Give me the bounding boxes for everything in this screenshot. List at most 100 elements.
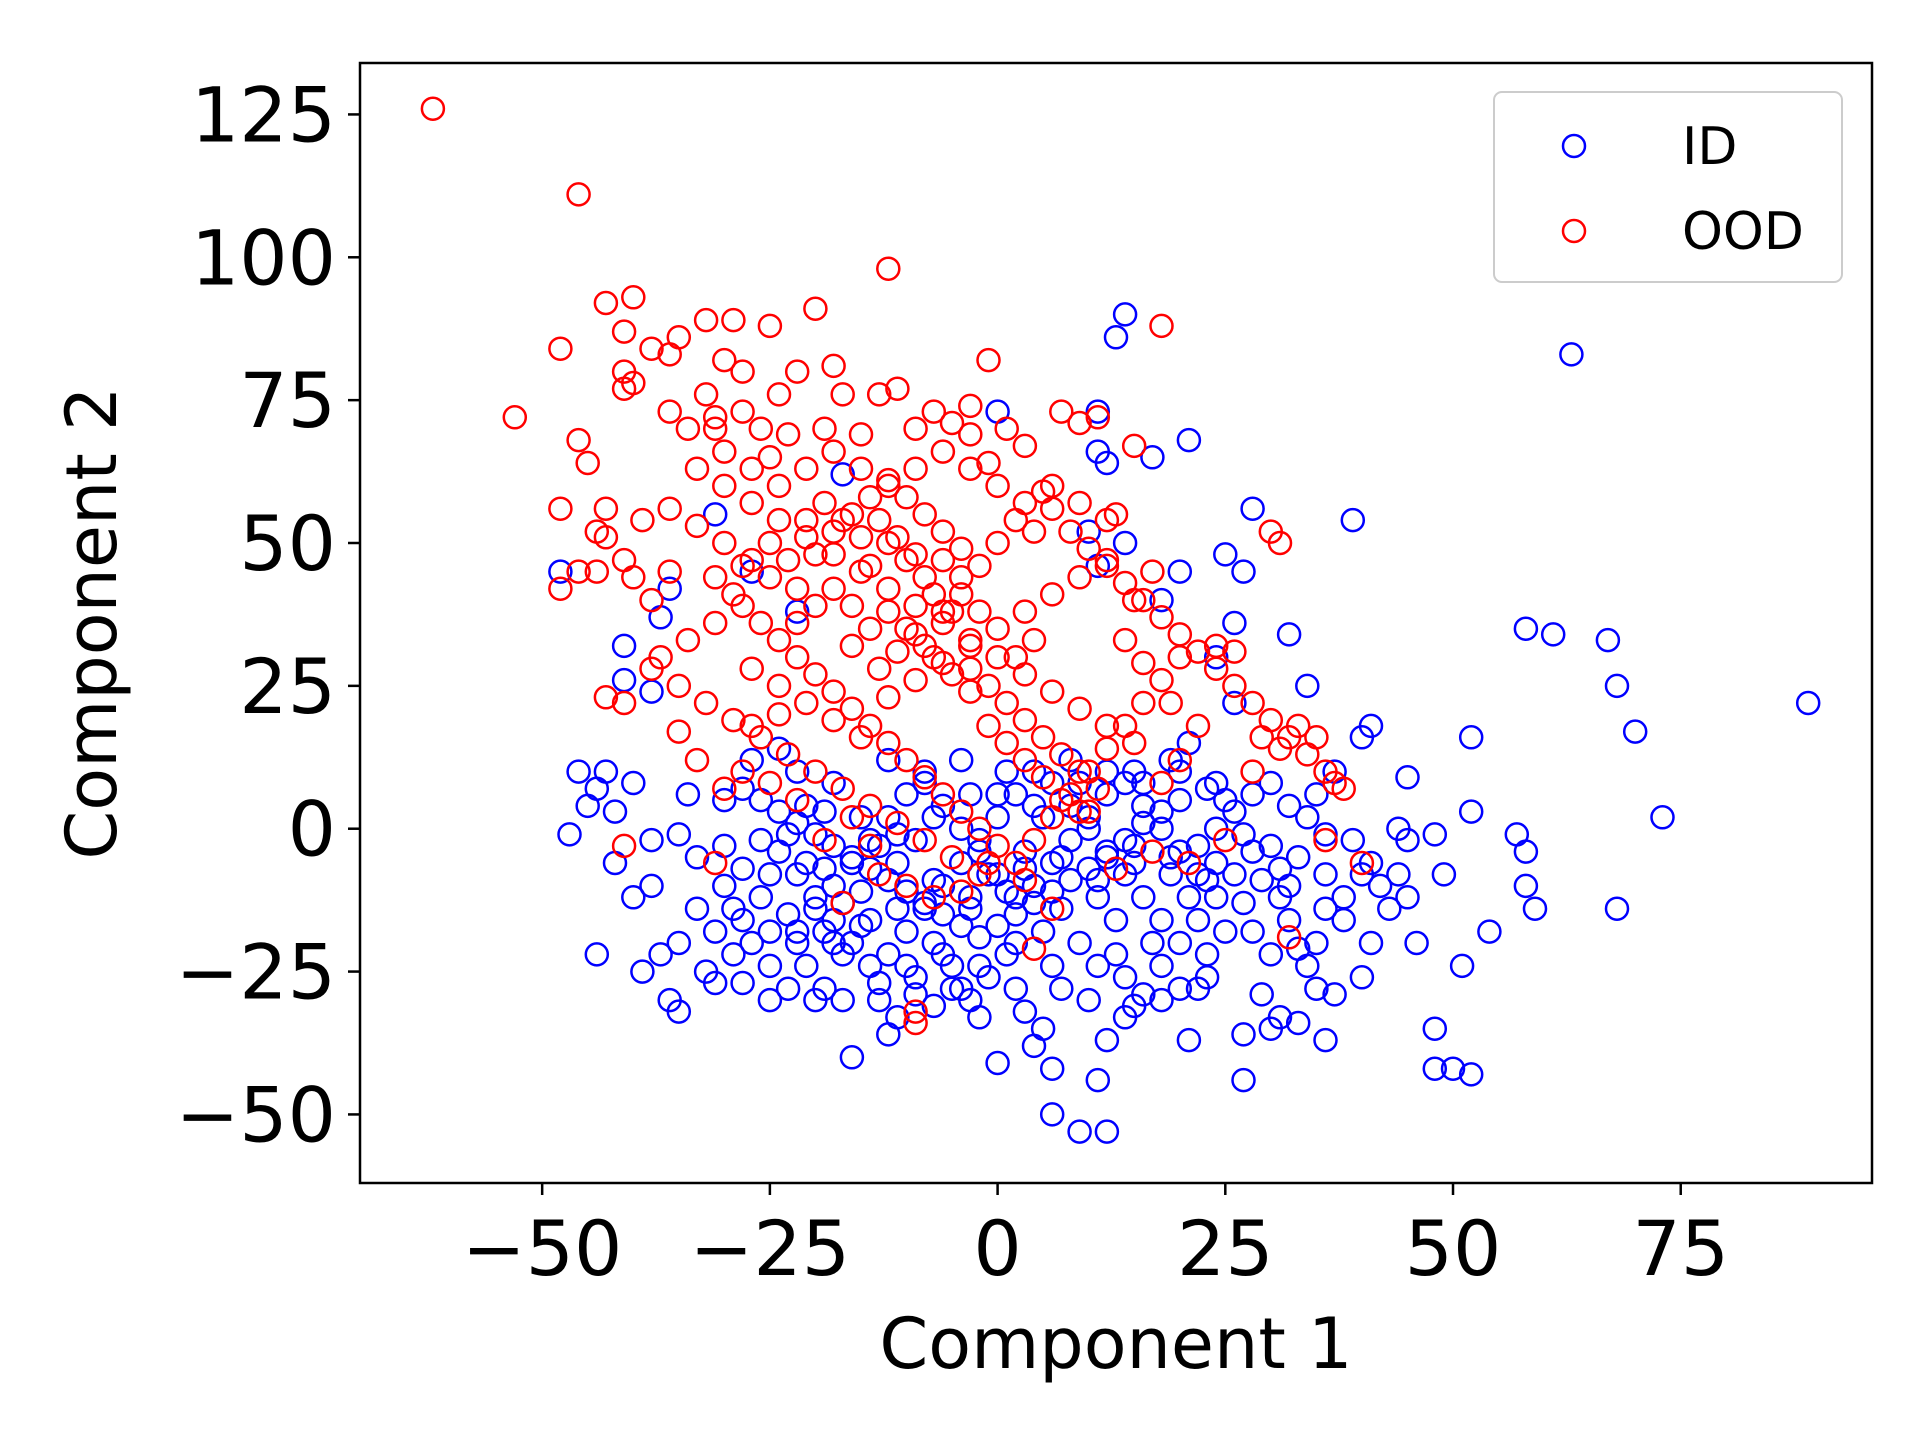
data-point	[1513, 616, 1539, 641]
data-point	[1422, 1056, 1448, 1081]
data-point	[903, 456, 928, 481]
data-point	[839, 593, 865, 619]
data-point	[1140, 930, 1165, 956]
data-point	[1185, 639, 1211, 664]
data-point	[967, 925, 992, 950]
data-point	[866, 382, 892, 407]
data-point	[639, 827, 664, 853]
data-point	[548, 336, 573, 361]
data-point	[766, 507, 792, 533]
data-point	[921, 867, 947, 893]
data-point	[1349, 965, 1375, 990]
data-point	[1404, 930, 1429, 956]
data-point	[1067, 799, 1092, 824]
legend: ID OOD	[1493, 91, 1843, 283]
data-point	[1067, 759, 1092, 784]
data-point	[1067, 696, 1092, 721]
data-point	[1276, 793, 1302, 819]
data-point	[948, 799, 974, 824]
data-point	[1039, 1056, 1065, 1081]
data-point	[1458, 799, 1484, 824]
data-point	[1167, 930, 1193, 956]
data-point	[1085, 776, 1111, 801]
data-point	[857, 485, 883, 510]
data-point	[1267, 530, 1293, 556]
data-point	[657, 496, 682, 521]
data-point	[1131, 690, 1156, 716]
data-point	[821, 576, 846, 601]
data-point	[566, 182, 591, 207]
y-tick-label: 75	[239, 356, 336, 445]
data-point	[848, 525, 874, 550]
data-point	[630, 507, 655, 533]
data-point	[1039, 582, 1065, 607]
data-point	[1149, 667, 1174, 693]
data-point	[1149, 313, 1174, 339]
data-point	[903, 827, 928, 853]
data-point	[803, 662, 828, 687]
data-point	[1285, 845, 1311, 870]
data-point	[803, 593, 828, 619]
data-point	[1203, 770, 1229, 796]
data-point	[702, 970, 728, 996]
data-point	[903, 982, 928, 1007]
data-point	[757, 919, 783, 944]
data-point	[803, 296, 828, 321]
data-point	[921, 399, 947, 424]
data-point	[1012, 433, 1038, 459]
data-point	[1240, 496, 1265, 521]
data-point	[611, 319, 637, 344]
data-point	[584, 776, 610, 801]
data-point	[1076, 987, 1101, 1013]
data-point	[1395, 885, 1420, 910]
data-point	[903, 542, 928, 567]
data-point	[1058, 519, 1083, 544]
data-point	[839, 845, 865, 870]
data-point	[666, 719, 692, 744]
data-point	[976, 673, 1001, 699]
data-point	[967, 827, 992, 853]
data-point	[739, 713, 764, 739]
y-tick-label: 0	[288, 785, 336, 874]
data-point	[639, 656, 664, 681]
data-point	[1222, 690, 1247, 716]
data-point	[830, 987, 855, 1013]
data-point	[930, 519, 956, 544]
data-point	[1295, 805, 1320, 830]
data-point	[602, 799, 628, 824]
data-point	[566, 559, 591, 584]
data-point	[1395, 827, 1420, 853]
data-point	[666, 673, 692, 699]
data-point	[639, 873, 664, 899]
data-point	[675, 416, 701, 441]
data-point	[985, 616, 1010, 641]
data-point	[1313, 862, 1338, 887]
data-point	[1422, 822, 1448, 847]
data-point	[903, 1010, 928, 1036]
data-point	[894, 782, 919, 807]
x-tick-label: 50	[1405, 1204, 1502, 1293]
data-point	[1522, 896, 1548, 921]
data-point	[1112, 965, 1138, 990]
data-point	[702, 850, 728, 876]
data-point	[1003, 645, 1029, 670]
data-point	[994, 942, 1019, 967]
data-point	[967, 599, 992, 624]
x-tick-label: 75	[1632, 1204, 1729, 1293]
data-point	[1058, 867, 1083, 893]
data-point	[794, 850, 819, 876]
data-point	[812, 827, 837, 853]
data-point	[848, 456, 874, 481]
data-point	[1213, 919, 1238, 944]
data-point	[839, 633, 865, 659]
data-point	[1222, 639, 1247, 664]
data-point	[830, 382, 855, 407]
data-point	[739, 456, 764, 481]
data-point	[1267, 856, 1293, 881]
data-point	[1304, 782, 1329, 807]
data-point	[1167, 787, 1193, 813]
data-point	[584, 559, 610, 584]
data-point	[1304, 725, 1329, 750]
y-tick-label: −50	[176, 1070, 336, 1159]
